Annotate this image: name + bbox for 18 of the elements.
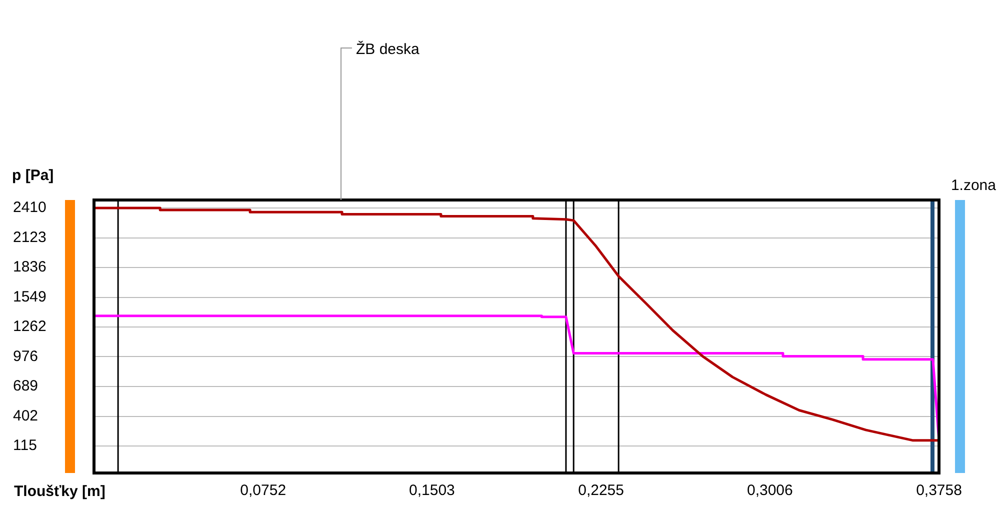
x-tick-label: 0,1503 (409, 482, 455, 500)
y-tick-label: 1836 (13, 258, 46, 276)
y-tick-label: 2410 (13, 199, 46, 216)
y-tick-label: 115 (13, 437, 37, 454)
x-tick-label: 0,3758 (916, 482, 962, 500)
y-tick-label: 1549 (13, 288, 46, 306)
y-axis-title: p [Pa] (12, 167, 54, 184)
y-tick-label: 689 (13, 378, 38, 395)
text: 1.zona (950, 177, 997, 194)
x-axis-title: Tloušťky [m] (14, 483, 106, 500)
x-tick-label: 0,0752 (240, 482, 286, 500)
x-tick-label: 0,2255 (578, 482, 624, 500)
y-tick-label: 402 (13, 407, 38, 424)
y-tick-label: 976 (13, 348, 38, 365)
x-tick-label: 0,3006 (746, 482, 793, 500)
y-tick-label: 2123 (13, 228, 46, 246)
text: ŽB deska (356, 40, 420, 58)
y-tick-label: 1262 (13, 318, 46, 336)
